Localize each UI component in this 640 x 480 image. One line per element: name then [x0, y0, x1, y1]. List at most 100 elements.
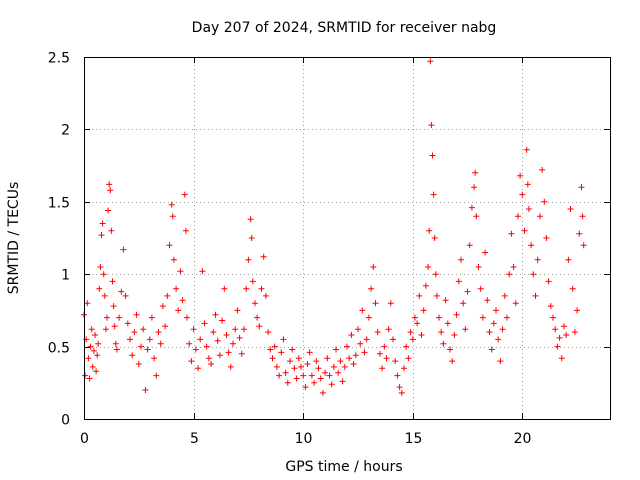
data-point	[155, 329, 162, 336]
data-point	[396, 384, 403, 391]
data-point	[357, 340, 364, 347]
data-point	[148, 314, 155, 321]
data-point	[164, 292, 171, 299]
data-point	[175, 307, 182, 314]
data-point	[579, 213, 586, 220]
data-point	[186, 340, 193, 347]
data-point	[556, 334, 563, 341]
data-point	[387, 300, 394, 307]
data-point	[273, 363, 280, 370]
data-point	[280, 336, 287, 343]
data-point	[365, 314, 372, 321]
data-point	[300, 372, 307, 379]
data-point	[315, 365, 322, 372]
data-point	[322, 369, 329, 376]
data-point	[269, 355, 276, 362]
data-point	[376, 350, 383, 357]
data-point	[499, 326, 506, 333]
data-point	[431, 235, 438, 241]
data-point	[192, 346, 199, 353]
data-point	[475, 264, 482, 270]
data-point	[350, 361, 357, 367]
data-point	[144, 346, 151, 353]
data-point	[436, 314, 442, 321]
data-point	[479, 314, 486, 321]
data-point	[203, 343, 210, 350]
data-point	[361, 349, 368, 356]
data-point	[567, 206, 574, 212]
data-point	[293, 375, 300, 382]
data-point	[181, 191, 188, 198]
y-axis-label: SRMTID / TECUs	[6, 182, 22, 295]
data-point	[464, 288, 471, 295]
data-point	[455, 278, 462, 285]
data-point	[550, 314, 556, 321]
data-point	[227, 363, 234, 370]
data-point	[214, 337, 221, 344]
axis-ticks: 0 0.5 1 1.5 2 2.5 0 5 10 15 20	[48, 51, 610, 447]
data-point	[428, 122, 435, 129]
data-point	[525, 206, 532, 212]
data-point	[576, 230, 583, 237]
data-point	[432, 271, 439, 278]
data-point	[346, 355, 353, 362]
data-point	[524, 181, 531, 188]
data-point	[92, 332, 98, 338]
data-point	[184, 314, 190, 321]
data-point	[497, 358, 504, 365]
data-point	[140, 326, 147, 333]
data-point	[554, 343, 561, 350]
x-tick-label: 10	[295, 431, 313, 447]
data-point	[116, 314, 123, 321]
data-point	[374, 329, 381, 336]
data-point	[243, 285, 250, 292]
data-point	[319, 389, 326, 396]
data-point	[86, 375, 93, 382]
data-point	[398, 389, 405, 396]
data-point	[370, 264, 377, 270]
data-point	[512, 300, 519, 307]
data-point	[96, 285, 103, 292]
data-point	[515, 213, 521, 220]
data-point	[460, 300, 467, 307]
data-point	[238, 350, 245, 357]
data-point	[429, 152, 436, 159]
data-point	[271, 343, 278, 350]
data-point	[504, 314, 510, 321]
data-point	[484, 297, 491, 304]
data-point	[363, 336, 370, 343]
data-point	[265, 329, 272, 336]
data-point	[170, 256, 177, 263]
data-point	[490, 320, 497, 327]
data-point	[118, 288, 125, 295]
data-point	[248, 235, 255, 241]
data-point	[93, 368, 100, 375]
data-point	[258, 285, 265, 292]
data-point	[291, 365, 298, 372]
data-point	[426, 227, 433, 234]
data-point	[94, 352, 101, 359]
data-point	[458, 256, 464, 263]
data-point	[142, 387, 149, 393]
data-point	[179, 297, 186, 304]
data-point	[205, 355, 212, 362]
data-point	[112, 340, 119, 347]
data-point	[488, 346, 495, 353]
data-point	[472, 169, 479, 176]
data-point	[355, 326, 361, 333]
data-point	[394, 372, 401, 379]
data-point	[109, 278, 116, 285]
data-point	[519, 191, 526, 198]
data-point	[574, 307, 581, 314]
data-point	[352, 352, 359, 359]
x-tick-label: 0	[80, 431, 89, 447]
data-point	[169, 213, 176, 220]
data-point	[107, 187, 114, 194]
data-point	[313, 358, 320, 365]
data-point	[471, 184, 478, 191]
data-point	[486, 329, 493, 336]
data-point	[543, 235, 550, 241]
data-point	[401, 365, 407, 372]
x-tick-label: 15	[405, 431, 423, 447]
data-point	[282, 369, 289, 376]
